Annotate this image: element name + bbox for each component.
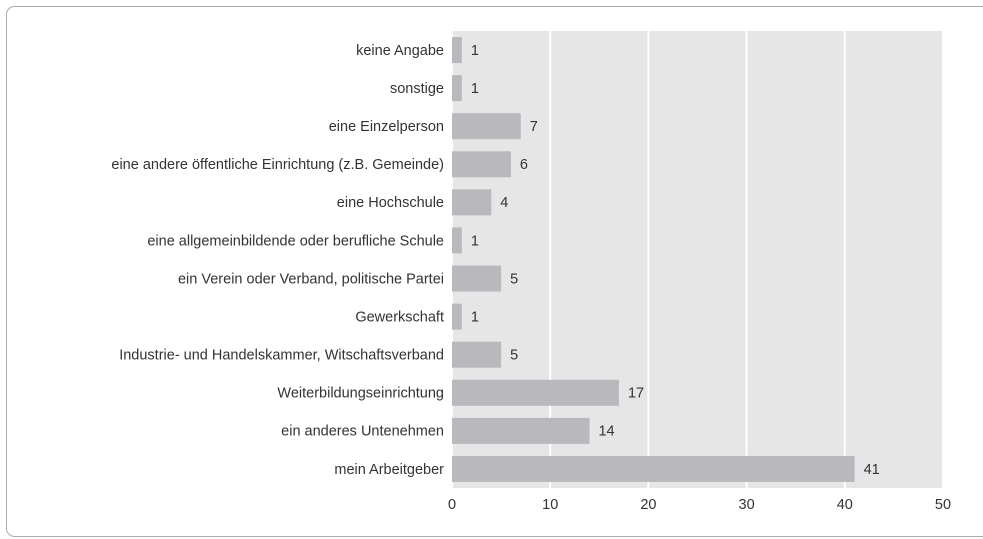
x-tick-label: 50 — [935, 497, 951, 513]
y-tick-label: ein anderes Untenehmen — [281, 424, 444, 440]
y-tick-label: eine andere öffentliche Einrichtung (z.B… — [111, 157, 444, 173]
bar — [452, 113, 521, 140]
value-label: 14 — [598, 424, 614, 440]
x-tick-label: 20 — [640, 497, 656, 513]
y-tick-label: keine Angabe — [356, 43, 444, 59]
bar — [452, 37, 462, 64]
value-label: 17 — [628, 386, 644, 402]
plot-area — [452, 31, 943, 488]
bar — [452, 341, 502, 368]
value-label: 4 — [500, 195, 508, 211]
x-tick-label: 30 — [739, 497, 755, 513]
y-tick-label: Gewerkschaft — [355, 309, 444, 325]
value-label: 6 — [520, 157, 528, 173]
value-label: 5 — [510, 271, 518, 287]
value-label: 1 — [471, 43, 479, 59]
x-tick-label: 0 — [448, 497, 456, 513]
x-tick-label: 10 — [542, 497, 558, 513]
value-label: 1 — [471, 81, 479, 97]
y-tick-label: sonstige — [390, 81, 444, 97]
value-label: 7 — [530, 119, 538, 135]
frame — [6, 6, 983, 537]
bar — [452, 455, 855, 482]
y-tick-label: mein Arbeitgeber — [334, 462, 444, 478]
y-tick-label: eine allgemeinbildende oder berufliche S… — [147, 233, 444, 249]
y-tick-label: eine Einzelperson — [329, 119, 444, 135]
bar — [452, 379, 619, 406]
value-label: 5 — [510, 348, 518, 364]
y-tick-label: Industrie- und Handelskammer, Witschafts… — [119, 348, 444, 364]
value-label: 1 — [471, 309, 479, 325]
bar — [452, 417, 590, 444]
bar — [452, 75, 462, 102]
x-tick-label: 40 — [837, 497, 853, 513]
bar — [452, 227, 462, 254]
y-tick-label: ein Verein oder Verband, politische Part… — [178, 271, 444, 287]
bar — [452, 151, 511, 178]
y-tick-label: Weiterbildungseinrichtung — [277, 386, 444, 402]
bar — [452, 265, 502, 292]
value-label: 41 — [864, 462, 880, 478]
bar — [452, 303, 462, 330]
bar — [452, 189, 492, 216]
y-tick-label: eine Hochschule — [337, 195, 444, 211]
value-label: 1 — [471, 233, 479, 249]
